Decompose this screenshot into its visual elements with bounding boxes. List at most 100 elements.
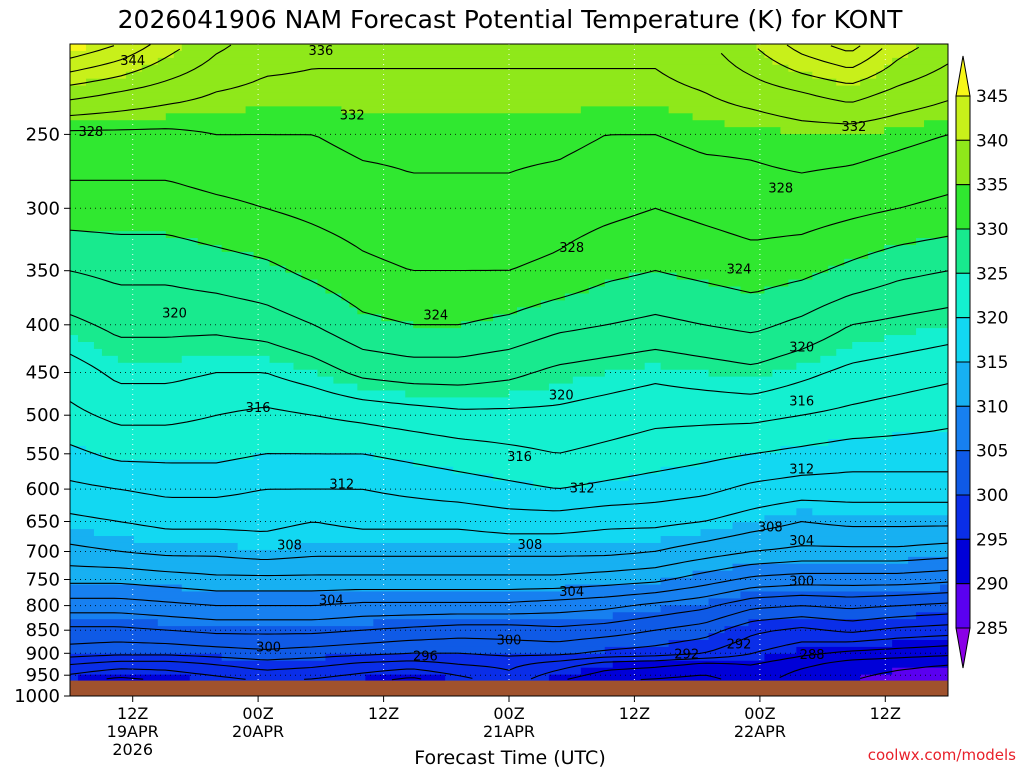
fill-cell [70, 619, 159, 627]
fill-cell [70, 272, 303, 281]
fill-cell [820, 355, 948, 364]
fill-cell [70, 99, 948, 107]
fill-cell [357, 307, 518, 315]
colorbar-band [955, 450, 971, 496]
fill-cell [85, 44, 183, 52]
fill-cell [70, 244, 223, 253]
colorbar-max-triangle [955, 55, 971, 97]
fill-cell [245, 106, 342, 114]
contour-line [70, 613, 948, 661]
fill-cell [70, 196, 948, 204]
fill-cell [70, 189, 948, 198]
fill-cell [692, 570, 948, 579]
fill-cell [884, 244, 948, 253]
fill-cell [70, 362, 295, 371]
fill-cell [317, 369, 606, 378]
colorbar-band [955, 317, 971, 363]
colorbar-band [955, 583, 971, 629]
fill-cell [70, 529, 95, 537]
colorbar-legend: 285 290 295 300 305 310 315 320 325 330 335 340 345 [955, 55, 1008, 669]
fill-cell [181, 355, 271, 364]
fill-cell [85, 78, 837, 87]
fill-cell [852, 341, 948, 350]
fill-cell [70, 335, 79, 343]
fill-cell [70, 494, 948, 502]
contour-label: 324 [423, 309, 448, 324]
fill-cell [70, 224, 948, 232]
colorbar-min-triangle [955, 627, 971, 669]
fill-cell [708, 369, 773, 378]
fill-cell [700, 529, 948, 537]
x-tick-label: 00Z [242, 704, 273, 723]
fill-cell [165, 231, 948, 239]
y-tick-label: 1000 [14, 686, 60, 707]
y-tick-label: 800 [26, 596, 60, 617]
fill-cell [764, 50, 909, 59]
fill-cell [453, 466, 662, 475]
contour-line [70, 521, 948, 561]
fill-cell [764, 286, 948, 295]
fill-cell [157, 619, 374, 627]
colorbar-band [955, 95, 971, 141]
colorbar-label: 285 [976, 619, 1008, 639]
fill-cell [413, 459, 702, 468]
fill-cell [892, 57, 948, 66]
fill-cell [916, 238, 948, 246]
fill-cell [812, 272, 948, 281]
colorbar-label: 305 [976, 442, 1008, 462]
y-tick-label: 550 [26, 444, 60, 465]
contour-labels: 344 336 332 332 328 328 328 324 324 320 320 320 316 3… [78, 44, 866, 665]
fill-cell [588, 286, 742, 295]
contour-label: 312 [789, 462, 814, 477]
fill-cell [692, 113, 948, 121]
fill-cell [70, 92, 948, 101]
fill-cell [341, 106, 582, 114]
fill-cell [70, 605, 662, 613]
fill-cell [301, 272, 630, 281]
fill-cell [70, 369, 319, 378]
fill-cell [796, 362, 948, 371]
contour-line [70, 569, 948, 607]
fill-cell [924, 120, 948, 128]
contour-label: 288 [800, 648, 825, 663]
fill-cell [836, 348, 948, 357]
fill-cell [181, 584, 566, 593]
colorbar-label: 295 [976, 530, 1008, 550]
fill-cell [70, 265, 287, 274]
contour-line [70, 427, 948, 489]
colorbar-label: 320 [976, 309, 1008, 329]
fill-cell [101, 348, 837, 357]
fill-cell [70, 425, 948, 433]
x-tick-label: 19APR [107, 722, 159, 741]
colorbar-label: 325 [976, 264, 1008, 284]
fill-cell [844, 258, 948, 267]
fill-cell [70, 411, 948, 419]
fill-cell [940, 584, 948, 593]
contour-label: 304 [319, 594, 344, 609]
fill-cell [836, 78, 861, 87]
fill-cell [780, 127, 885, 135]
x-tick-label: 00Z [744, 704, 775, 723]
contour-line [70, 602, 948, 650]
fill-cell [604, 279, 710, 288]
y-tick-label: 300 [26, 198, 60, 219]
fill-cell [588, 480, 948, 489]
x-axis-label: Forecast Time (UTC) [414, 747, 605, 768]
fill-cell [70, 674, 79, 683]
contour-line [640, 655, 948, 681]
fill-cell [604, 646, 797, 655]
fill-cell [293, 542, 948, 551]
fill-cell [70, 432, 893, 440]
fill-cell [70, 452, 103, 461]
fill-cell [70, 542, 239, 551]
fill-cell [70, 154, 948, 163]
y-tick-label: 350 [26, 261, 60, 282]
fill-cell [70, 459, 414, 468]
fill-cell [70, 279, 319, 288]
fill-cell [572, 376, 948, 385]
fill-cell [740, 591, 948, 600]
colorbar-band [955, 228, 971, 274]
contour-line [70, 542, 948, 577]
contour-label: 312 [570, 482, 595, 497]
